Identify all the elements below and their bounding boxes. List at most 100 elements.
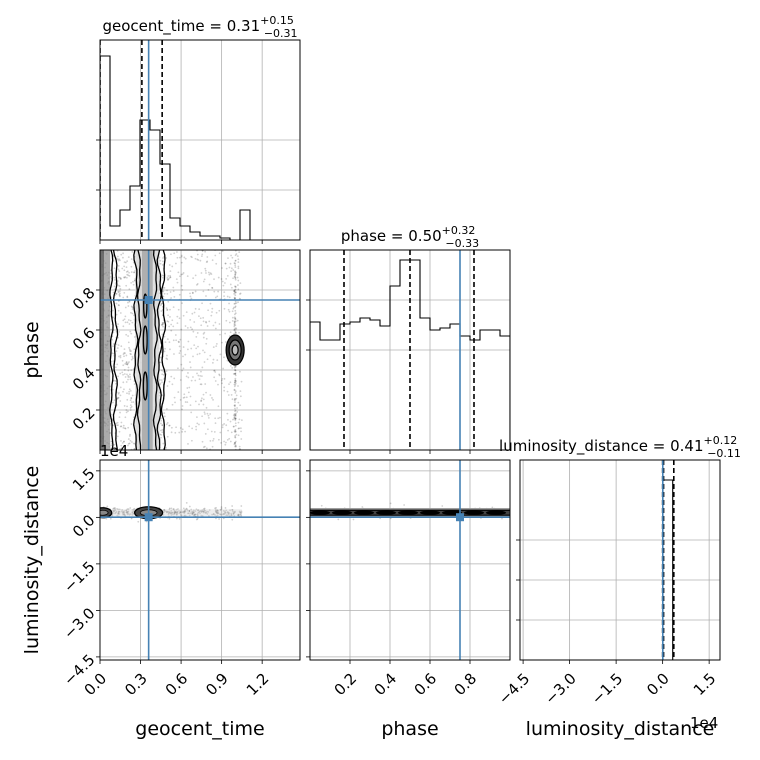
- sample-point: [223, 295, 225, 298]
- sample-point: [185, 311, 188, 314]
- sample-point: [209, 302, 212, 305]
- sample-point: [171, 403, 174, 406]
- sample-point: [234, 415, 237, 417]
- sample-point: [121, 267, 124, 270]
- sample-point: [170, 297, 173, 299]
- sample-point: [233, 285, 236, 288]
- sample-point: [234, 331, 237, 334]
- sample-point: [124, 427, 126, 430]
- sample-point: [111, 401, 114, 404]
- sample-point: [214, 254, 217, 257]
- sample-point: [124, 306, 127, 309]
- sample-point: [202, 332, 205, 335]
- tick-label-y: −3.0: [60, 604, 98, 642]
- sample-point: [198, 403, 200, 406]
- sample-point: [212, 398, 214, 401]
- sample-point: [203, 422, 206, 425]
- sample-point: [161, 424, 164, 427]
- sample-point: [233, 425, 235, 428]
- sample-point: [182, 507, 185, 510]
- sample-point: [126, 273, 129, 276]
- sample-point: [181, 428, 184, 431]
- sample-point: [169, 270, 172, 273]
- sample-point: [234, 288, 237, 291]
- sample-point: [165, 257, 168, 259]
- sample-point: [227, 394, 230, 396]
- sample-point: [218, 323, 221, 325]
- sample-point: [160, 369, 163, 372]
- sample-point: [128, 288, 131, 291]
- sample-point: [170, 329, 173, 332]
- sample-point: [196, 422, 199, 425]
- sample-point: [130, 401, 133, 404]
- sample-point: [201, 302, 203, 305]
- sample-point: [128, 271, 130, 274]
- sample-point: [205, 272, 207, 274]
- sample-point: [191, 291, 194, 294]
- truth-marker: [144, 296, 153, 304]
- density-band: [100, 250, 105, 450]
- sample-point: [235, 253, 238, 255]
- sample-point: [173, 295, 176, 298]
- sample-point: [238, 331, 240, 334]
- sample-point: [202, 446, 205, 449]
- sample-point: [213, 376, 216, 379]
- sample-point: [161, 431, 164, 434]
- sample-point: [234, 365, 236, 368]
- sample-point: [111, 352, 114, 355]
- sample-point: [236, 411, 239, 413]
- sample-point: [181, 302, 183, 305]
- sample-point: [216, 359, 219, 362]
- sample-point: [234, 254, 237, 257]
- sample-point: [160, 379, 163, 382]
- sample-point: [117, 396, 120, 399]
- sample-point: [114, 380, 117, 382]
- sample-point: [119, 276, 121, 279]
- sample-point: [208, 283, 211, 286]
- tick-label-x: 1.2: [243, 670, 273, 700]
- sample-point: [226, 438, 229, 441]
- sample-point: [124, 362, 127, 365]
- sample-point: [159, 262, 162, 265]
- sample-point: [234, 259, 237, 262]
- sample-point: [201, 366, 204, 369]
- sample-point: [131, 306, 134, 309]
- sample-point: [191, 427, 194, 430]
- sample-point: [182, 396, 185, 399]
- sample-point: [184, 430, 187, 433]
- sample-point: [199, 383, 202, 386]
- sample-point: [130, 258, 133, 261]
- sample-point: [125, 381, 128, 383]
- sample-point: [192, 330, 195, 333]
- sample-point: [234, 409, 237, 412]
- sample-point: [124, 427, 127, 430]
- sample-point: [238, 251, 241, 254]
- panel-2d-geocent-distance: [99, 459, 301, 661]
- sample-point: [160, 434, 163, 436]
- sample-point: [239, 395, 242, 398]
- sample-point: [237, 261, 240, 263]
- sample-point: [229, 440, 232, 443]
- sample-point: [118, 290, 121, 293]
- sample-point: [211, 307, 214, 310]
- sample-point: [198, 378, 201, 380]
- sample-point: [162, 370, 165, 373]
- sample-point: [203, 361, 206, 363]
- sample-point: [126, 373, 128, 376]
- sample-point: [126, 392, 128, 395]
- sample-point: [116, 280, 119, 282]
- contour-line: [133, 250, 139, 450]
- sample-point: [236, 276, 239, 279]
- sample-point: [189, 395, 192, 398]
- sample-point: [196, 283, 199, 285]
- sample-point: [170, 431, 173, 434]
- sample-point: [125, 276, 128, 279]
- sample-point: [205, 342, 208, 345]
- sample-point: [166, 358, 169, 361]
- contour-blob: [376, 510, 396, 515]
- sample-point: [234, 417, 237, 420]
- sample-point: [166, 354, 168, 357]
- sample-point: [115, 422, 118, 425]
- sample-point: [178, 431, 181, 434]
- sample-point: [180, 273, 183, 276]
